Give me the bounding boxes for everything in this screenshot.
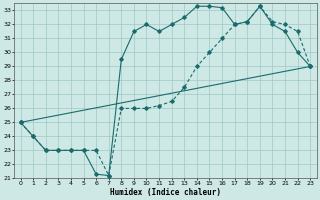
X-axis label: Humidex (Indice chaleur): Humidex (Indice chaleur) bbox=[110, 188, 221, 197]
